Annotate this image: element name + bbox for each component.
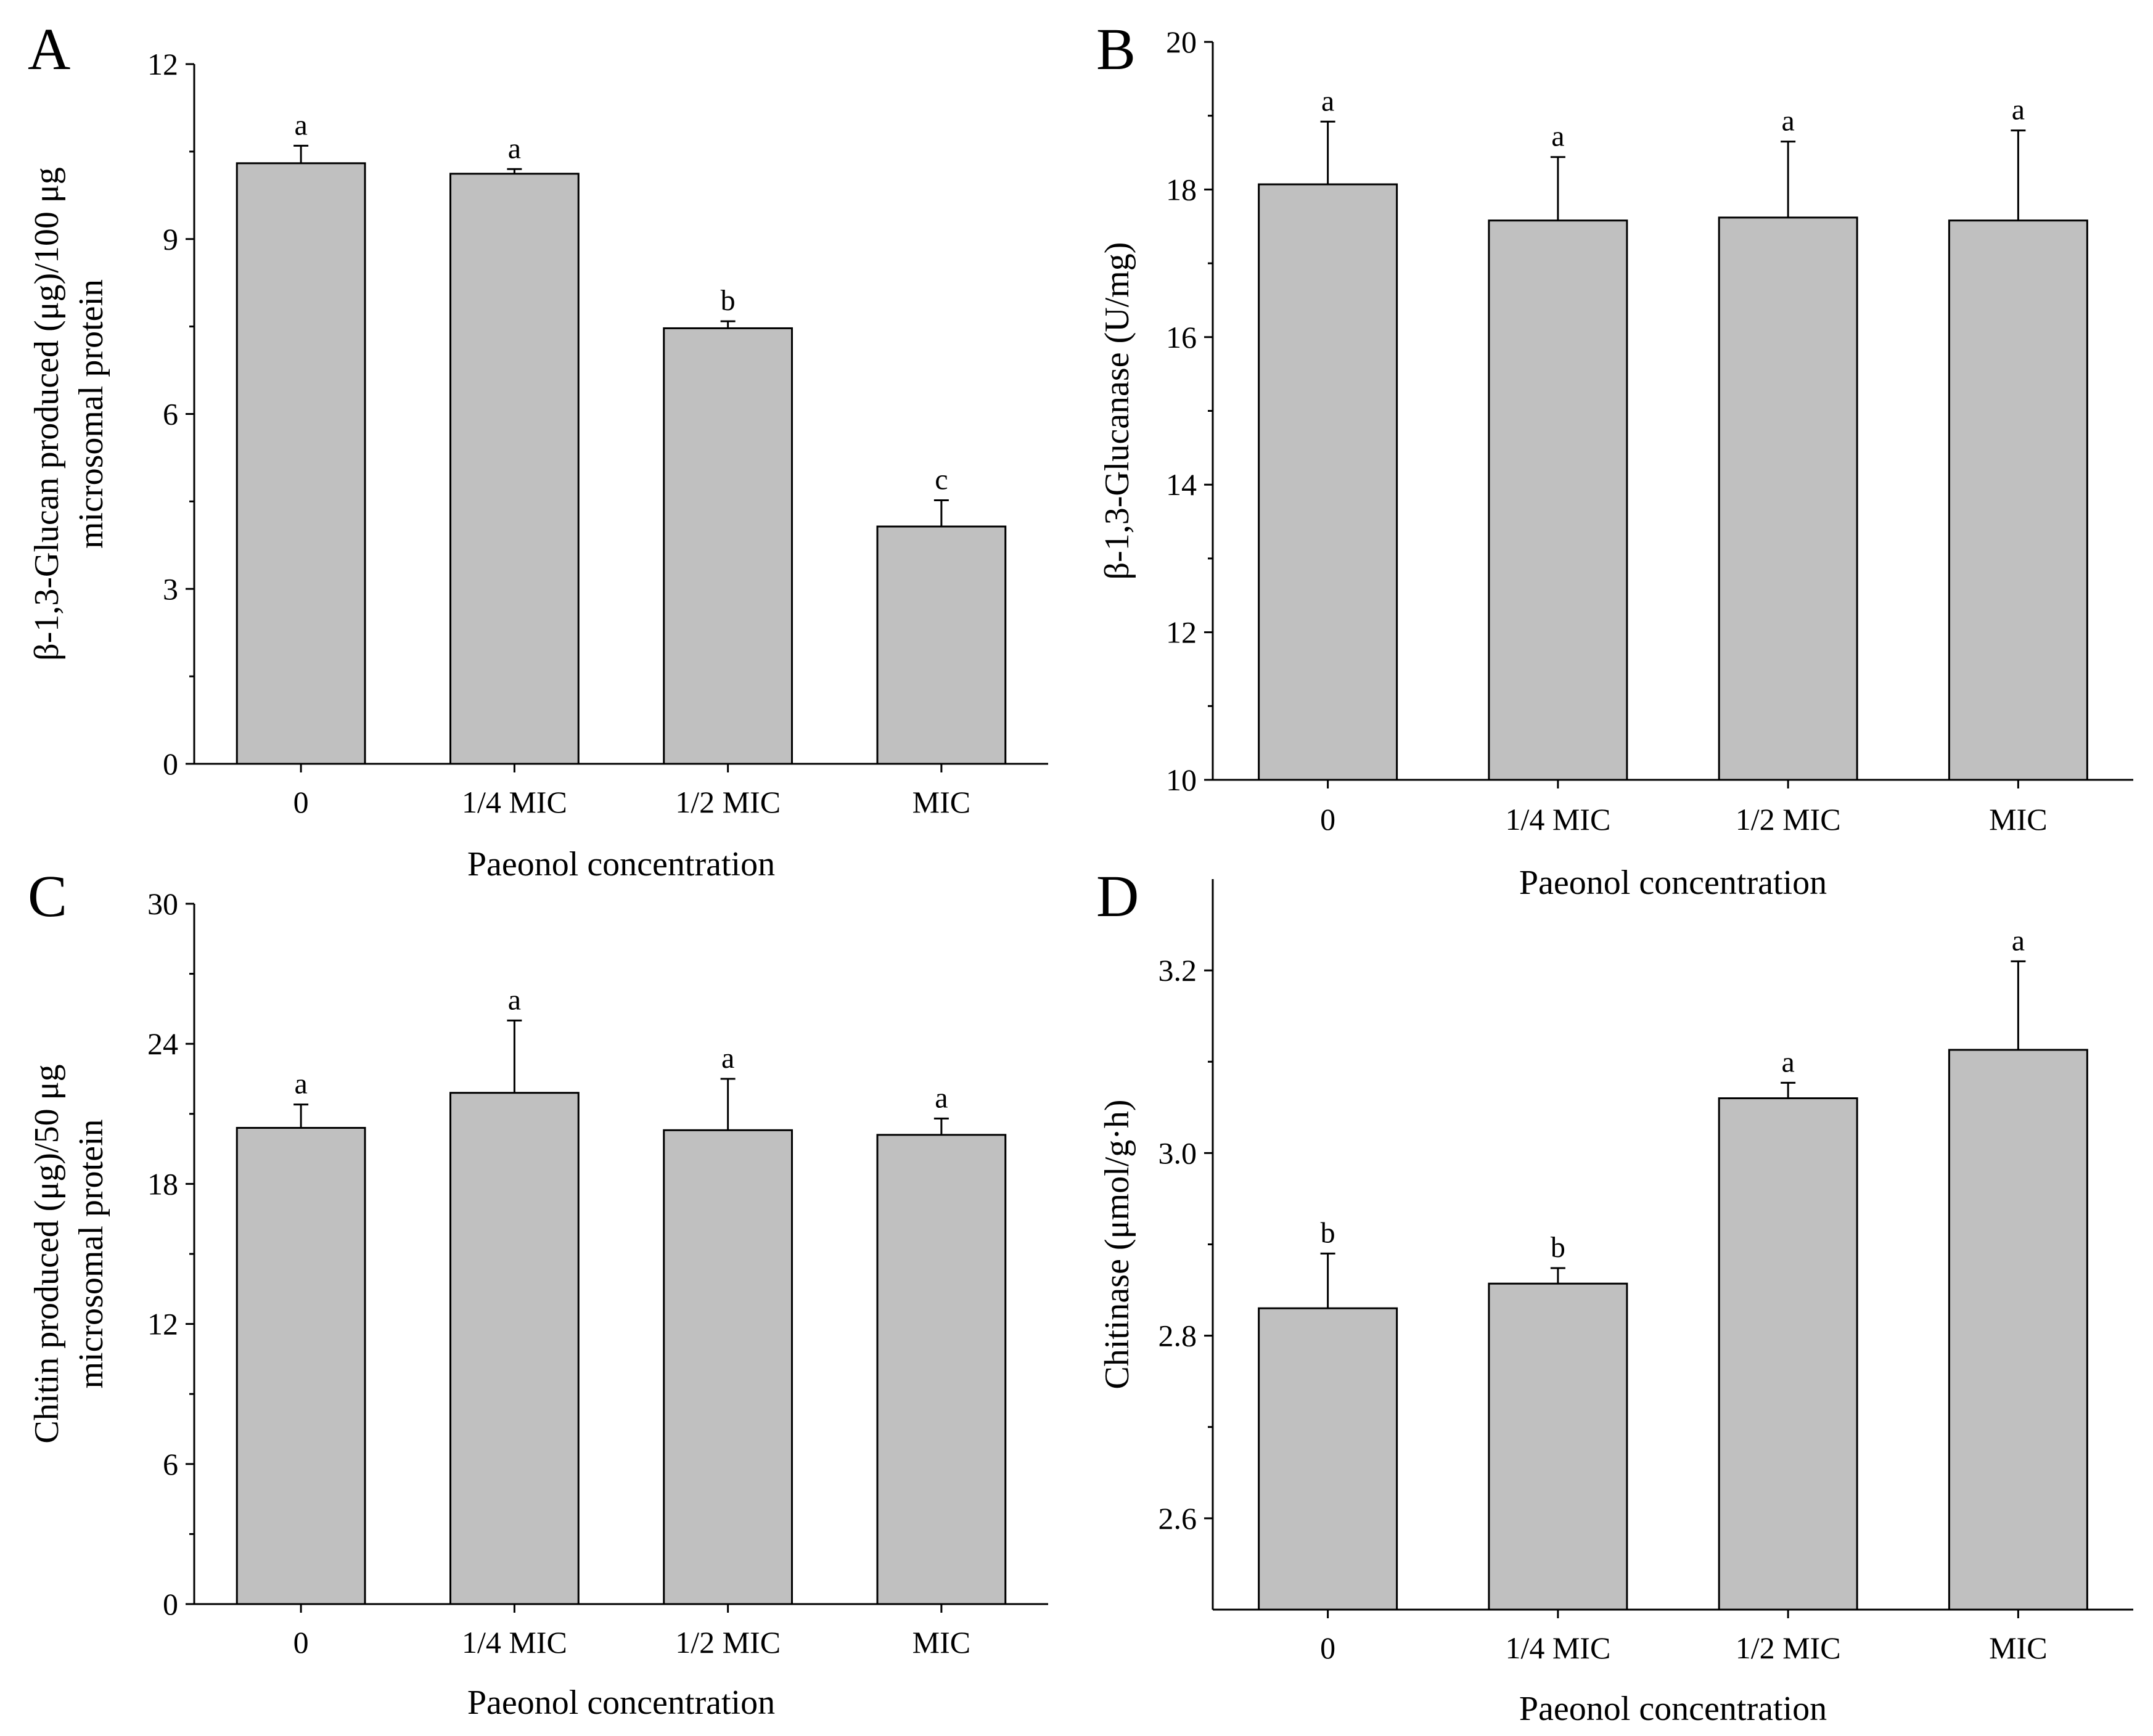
panel-letter: B xyxy=(1096,16,1136,82)
bar-3 xyxy=(1718,1097,1858,1611)
y-tick-label: 12 xyxy=(147,47,178,81)
y-axis-title: β-1,3-Glucan produced (μg)/100 μg xyxy=(28,167,66,661)
x-tick-label: MIC xyxy=(1989,802,2047,837)
bar-3 xyxy=(663,1129,793,1605)
significance-label: c xyxy=(935,463,948,496)
significance-label: a xyxy=(2012,94,2025,126)
significance-label: b xyxy=(1321,1216,1335,1249)
y-tick-label: 3.0 xyxy=(1159,1136,1197,1170)
significance-label: a xyxy=(721,1042,734,1075)
bar-2 xyxy=(449,1092,580,1605)
significance-label: a xyxy=(1781,1046,1794,1078)
y-tick-label: 0 xyxy=(163,747,178,781)
y-axis-title: microsomal protein xyxy=(72,1119,110,1388)
x-tick-label: 0 xyxy=(293,1625,309,1660)
bar-4 xyxy=(876,1134,1007,1605)
bar-1 xyxy=(236,162,366,765)
y-tick-label: 2.8 xyxy=(1159,1319,1197,1353)
significance-label: a xyxy=(294,1068,307,1100)
x-tick-label: 0 xyxy=(1320,802,1335,837)
y-axis-title: Chitinase (μmol/g·h) xyxy=(1098,1099,1136,1389)
bar-2 xyxy=(1488,1282,1628,1611)
x-tick-label: 1/4 MIC xyxy=(1505,1631,1610,1665)
x-tick-label: 1/4 MIC xyxy=(1505,802,1610,837)
bar-4 xyxy=(1948,219,2088,781)
significance-label: a xyxy=(1781,105,1794,137)
chart-panel-d: Db 0 b 1/4 MIC a 1/2 MIC a MIC 2.6 2.8 3.0 3.2 Paeon… xyxy=(1096,863,2133,1728)
y-tick-label: 12 xyxy=(147,1307,178,1341)
significance-label: b xyxy=(721,284,736,317)
y-axis-title: β-1,3-Glucanase (U/mg) xyxy=(1098,242,1136,580)
bar-3 xyxy=(663,327,793,765)
y-tick-label: 18 xyxy=(1166,172,1197,207)
significance-label: a xyxy=(508,983,521,1016)
significance-label: a xyxy=(2012,924,2025,957)
x-axis-title: Paeonol concentration xyxy=(1519,864,1827,902)
x-tick-label: 0 xyxy=(1320,1631,1335,1665)
chart-panel-a: Aa 0 a 1/4 MIC b 1/2 MIC c MIC 0 3 6 9 12 Paeonol con… xyxy=(28,16,1048,883)
y-tick-label: 18 xyxy=(147,1166,178,1201)
panel-letter: C xyxy=(28,863,67,929)
panel-letter: A xyxy=(28,16,70,82)
x-tick-label: 1/4 MIC xyxy=(462,1625,567,1660)
y-tick-label: 30 xyxy=(147,886,178,921)
significance-label: a xyxy=(1321,84,1334,117)
bar-2 xyxy=(449,173,580,765)
y-tick-label: 9 xyxy=(163,222,178,256)
x-axis-title: Paeonol concentration xyxy=(467,1684,775,1722)
significance-label: a xyxy=(508,132,521,165)
y-axis-title: Chitin produced (μg)/50 μg xyxy=(28,1064,66,1443)
x-tick-label: MIC xyxy=(1989,1631,2047,1665)
significance-label: b xyxy=(1551,1231,1565,1264)
y-tick-label: 0 xyxy=(163,1587,178,1621)
significance-label: a xyxy=(1551,120,1564,153)
x-tick-label: 1/2 MIC xyxy=(675,1625,781,1660)
y-tick-label: 12 xyxy=(1166,615,1197,650)
y-tick-label: 3.2 xyxy=(1159,953,1197,988)
bar-3 xyxy=(1718,216,1858,781)
y-tick-label: 6 xyxy=(163,397,178,432)
panel-letter: D xyxy=(1096,863,1139,929)
bar-1 xyxy=(1258,183,1398,781)
x-tick-label: 1/2 MIC xyxy=(675,785,781,819)
x-tick-label: 1/4 MIC xyxy=(462,785,567,819)
bar-1 xyxy=(1258,1307,1398,1611)
y-tick-label: 20 xyxy=(1166,25,1197,59)
bar-1 xyxy=(236,1127,366,1605)
bar-4 xyxy=(876,525,1007,765)
x-tick-label: 1/2 MIC xyxy=(1736,1631,1841,1665)
y-tick-label: 14 xyxy=(1166,467,1197,502)
chart-panel-b: Ba 0 a 1/4 MIC a 1/2 MIC a MIC 10 12 14 16 18 20 Paeon… xyxy=(1096,16,2133,902)
x-tick-label: MIC xyxy=(912,1625,970,1660)
y-tick-label: 6 xyxy=(163,1447,178,1481)
y-tick-label: 2.6 xyxy=(1159,1501,1197,1536)
chart-panel-c: Ca 0 a 1/4 MIC a 1/2 MIC a MIC 0 6 12 18 24 30 Paeonol… xyxy=(28,863,1048,1722)
y-tick-label: 3 xyxy=(163,571,178,606)
x-tick-label: 1/2 MIC xyxy=(1736,802,1841,837)
bar-2 xyxy=(1488,219,1628,781)
y-tick-label: 10 xyxy=(1166,763,1197,797)
x-tick-label: 0 xyxy=(293,785,309,819)
significance-label: a xyxy=(935,1081,948,1114)
x-axis-title: Paeonol concentration xyxy=(1519,1690,1827,1728)
y-axis-title: microsomal protein xyxy=(72,279,110,549)
x-tick-label: MIC xyxy=(912,785,970,819)
y-tick-label: 24 xyxy=(147,1026,178,1061)
x-axis-title: Paeonol concentration xyxy=(467,845,775,883)
y-tick-label: 16 xyxy=(1166,320,1197,354)
bar-4 xyxy=(1948,1049,2088,1611)
significance-label: a xyxy=(294,108,307,141)
